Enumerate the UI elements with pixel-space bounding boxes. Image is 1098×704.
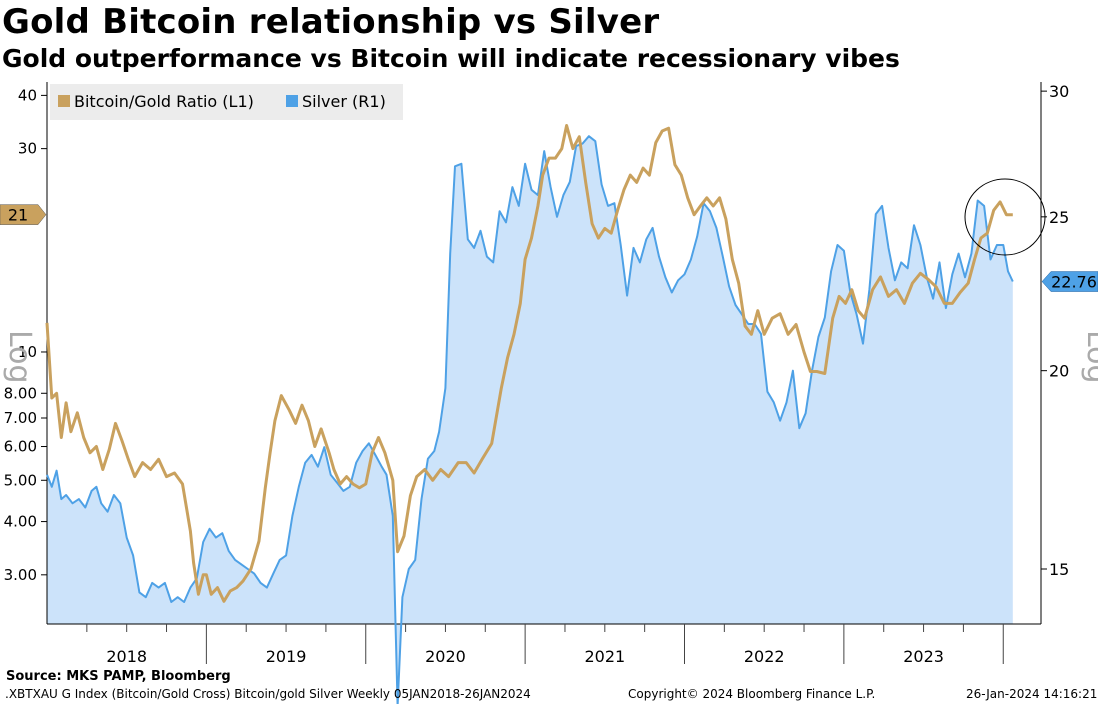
legend-swatch-ratio (58, 95, 70, 107)
right-last-value-label: 22.76 (1051, 273, 1097, 292)
left-tick-label: 10 (18, 343, 37, 361)
silver-line (46, 135, 1014, 704)
left-tick-label: 6.00 (4, 438, 37, 456)
footer-timestamp: 26-Jan-2024 14:16:21 (966, 687, 1098, 701)
legend-swatch-silver (286, 95, 298, 107)
chart-subtitle: Gold outperformance vs Bitcoin will indi… (2, 44, 900, 73)
right-axis-scale-label: Log (1080, 330, 1098, 384)
chart-title: Gold Bitcoin relationship vs Silver (2, 2, 660, 42)
x-tick-label: 2021 (584, 647, 625, 666)
silver-area (47, 136, 1013, 704)
x-tick-label: 2020 (425, 647, 466, 666)
right-tick-label: 25 (1049, 208, 1069, 227)
legend-label-silver: Silver (R1) (302, 92, 386, 111)
left-last-value-label: 21 (8, 206, 28, 225)
annotation-circle (964, 178, 1046, 256)
left-axis-scale-label: Log (2, 330, 37, 384)
left-tick-label: 7.00 (4, 409, 37, 427)
left-tick-label: 4.00 (4, 513, 37, 531)
left-tick-label: 30 (18, 140, 37, 158)
x-tick-label: 2022 (744, 647, 785, 666)
left-tick-label: 5.00 (4, 471, 37, 489)
left-tick-label: 8.00 (4, 384, 37, 402)
left-tick-label: 3.00 (4, 566, 37, 584)
x-tick-label: 2018 (106, 647, 147, 666)
legend-box (50, 84, 403, 120)
left-tick-label: 40 (18, 86, 37, 104)
footer-copyright: Copyright© 2024 Bloomberg Finance L.P. (628, 687, 876, 701)
right-tick-label: 15 (1049, 560, 1069, 579)
legend-label-ratio: Bitcoin/Gold Ratio (L1) (74, 92, 254, 111)
x-tick-label: 2023 (903, 647, 944, 666)
right-last-value-tag (1041, 271, 1098, 292)
x-tick-label: 2019 (266, 647, 307, 666)
right-tick-label: 30 (1049, 82, 1069, 101)
ratio-line (45, 124, 1013, 603)
source-note: Source: MKS PAMP, Bloomberg (6, 669, 231, 684)
left-last-value-tag (0, 204, 47, 225)
footer-ticker: .XBTXAU G Index (Bitcoin/Gold Cross) Bit… (5, 687, 531, 701)
right-tick-label: 20 (1049, 362, 1069, 381)
